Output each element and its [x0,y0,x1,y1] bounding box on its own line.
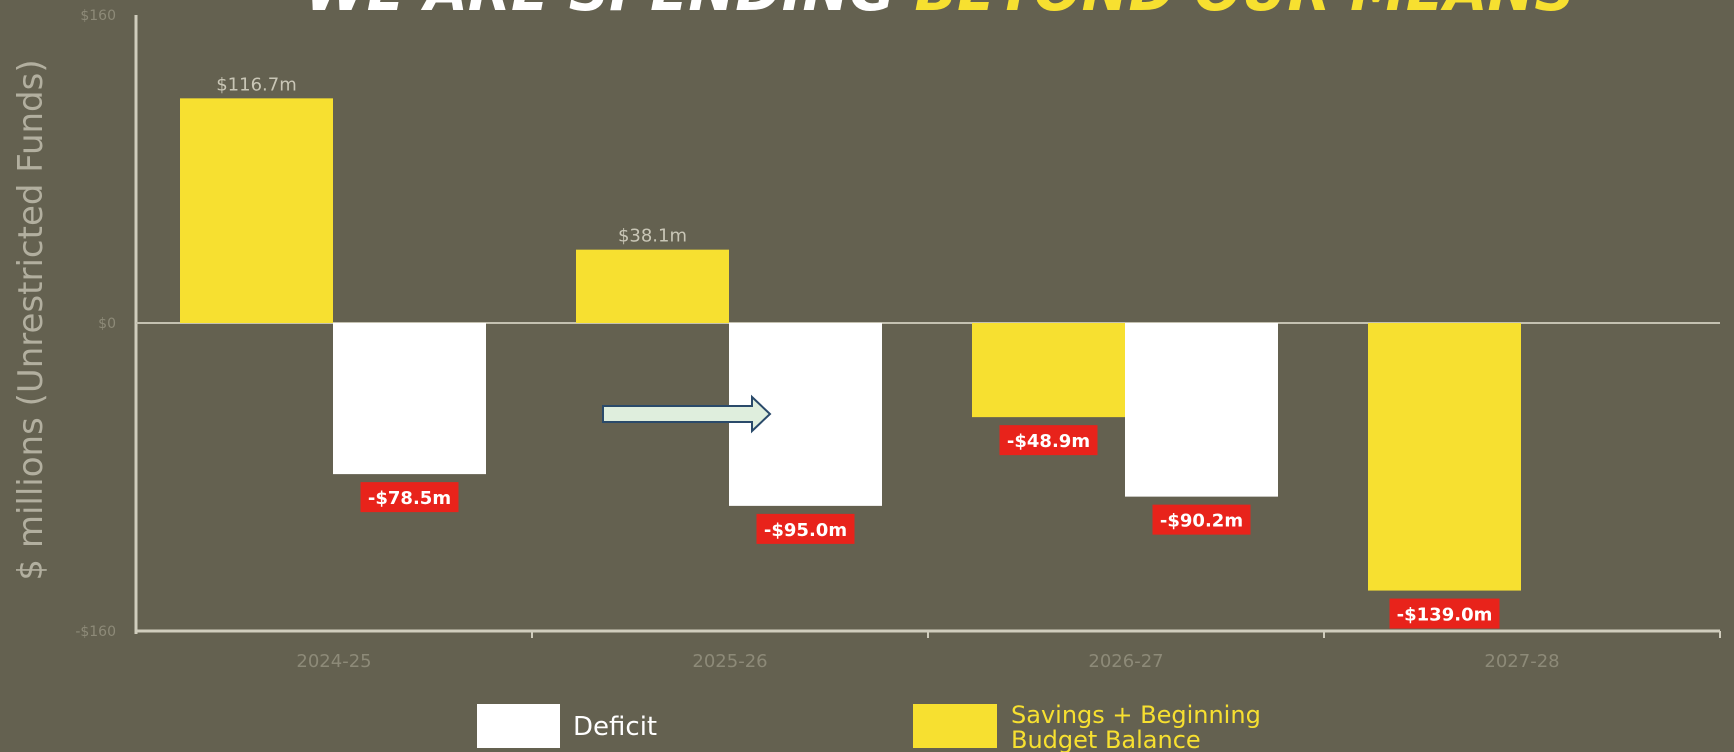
legend-label-savings-line1: Savings + Beginning [1011,701,1261,729]
legend-label-deficit: Deficit [573,712,657,742]
deficit-bar-value-badge [756,513,855,544]
deficit-bar-value-badge [360,482,459,513]
deficit-bar [333,323,486,475]
category-label: 2024-25 [296,651,371,672]
bars: $116.7m -$78.5m $38.1m -$95.0m -$48.9m -$90.2… [180,74,1521,629]
savings-bar-value-badge [1389,598,1500,629]
savings-bar-value-label: $38.1m [618,226,687,247]
arrow-annotation [602,394,772,434]
savings-bar [1368,323,1521,591]
y-axis-ticks: $160 $0 -$160 [75,8,116,640]
deficit-bar [1125,323,1278,497]
savings-bar-value-badge [999,425,1098,456]
y-axis-title: $ millions (Unrestricted Funds) [11,59,51,580]
savings-bar-value-label: -$139.0m [1397,605,1493,626]
chart-title: WE ARE SPENDING BEYOND OUR MEANS [305,0,1575,24]
savings-bar-value-label: -$48.9m [1007,431,1090,452]
title-part-1: WE ARE SPENDING [305,0,895,24]
deficit-bar-value-label: -$78.5m [368,488,451,509]
savings-bar-value-label: $116.7m [216,74,297,95]
deficit-bar-value-label: -$90.2m [1160,511,1243,532]
y-tick-label: $160 [80,8,116,24]
savings-bar [576,249,729,323]
y-tick-label: $0 [98,316,116,332]
deficit-bar-value-label: -$95.0m [764,520,847,541]
category-label: 2025-26 [692,651,767,672]
y-tick-label: -$160 [75,624,116,640]
legend-swatch-savings [913,704,997,748]
savings-bar [180,98,333,323]
title-part-2: BEYOND OUR MEANS [914,0,1574,24]
deficit-bar-value-badge [1152,504,1251,535]
category-label: 2026-27 [1088,651,1163,672]
category-label: 2027-28 [1484,651,1559,672]
legend: Deficit Savings + Beginning Budget Balan… [477,701,1261,752]
x-axis-tick-labels: 2024-25 2025-26 2026-27 2027-28 [296,651,1559,672]
legend-swatch-deficit [477,704,560,748]
legend-label-savings-line2: Budget Balance [1011,726,1201,752]
savings-bar [972,323,1125,418]
